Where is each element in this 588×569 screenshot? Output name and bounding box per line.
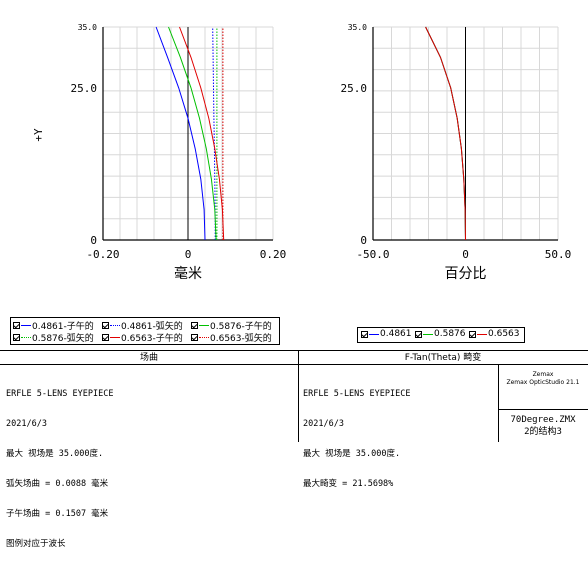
info-line: 2021/6/3 xyxy=(6,419,47,429)
info-panel: 场曲 F-Tan(Theta) 畸变 ERFLE 5-LENS EYEPIECE… xyxy=(0,350,588,549)
checkbox-icon xyxy=(13,322,20,329)
distortion-panel-title: F-Tan(Theta) 畸变 xyxy=(298,351,588,365)
legend-label: 0.5876-弧矢的 xyxy=(32,334,94,344)
legend-item: 0.6563 xyxy=(469,329,520,339)
checkbox-icon xyxy=(13,334,20,341)
legend-swatch xyxy=(477,333,487,335)
info-line: 弧矢场曲 = 0.0088 毫米 xyxy=(6,479,109,489)
x-tick-label: 50.0 xyxy=(545,248,572,261)
legend-swatch xyxy=(199,337,209,338)
series-line xyxy=(179,26,225,241)
info-line: ERFLE 5-LENS EYEPIECE xyxy=(303,389,411,399)
checkbox-icon xyxy=(102,334,109,341)
legend-label: 0.5876-子午的 xyxy=(210,322,272,332)
series-line xyxy=(168,26,217,241)
y-tick-label: 0 xyxy=(90,234,97,247)
x-tick-label: -50.0 xyxy=(356,248,389,261)
legend-label: 0.5876 xyxy=(434,329,466,339)
x-axis-label: 毫米 xyxy=(174,265,202,282)
info-line: 子午场曲 = 0.1507 毫米 xyxy=(6,509,109,519)
legend-item: 0.5876 xyxy=(415,329,466,339)
x-tick-label: 0.20 xyxy=(260,248,287,261)
checkbox-icon xyxy=(191,334,198,341)
legend-item: 0.6563-弧矢的 xyxy=(191,331,272,344)
y-axis-label: +Y xyxy=(32,128,45,142)
file-name: 70Degree.ZMX xyxy=(510,415,576,425)
legend-swatch xyxy=(199,325,209,326)
info-line: 2021/6/3 xyxy=(303,419,344,429)
legend-label: 0.4861-弧矢的 xyxy=(121,322,183,332)
legend-item: 0.5876-子午的 xyxy=(191,319,272,332)
legend-swatch xyxy=(423,333,433,335)
y-tick-label: 35.0 xyxy=(348,23,367,32)
info-line: 图例对应于波长 xyxy=(6,539,66,549)
legend-swatch xyxy=(21,337,31,338)
brand-name: Zemax xyxy=(532,371,554,378)
legend-swatch xyxy=(110,325,120,326)
info-line: 最大 视场是 35.000度. xyxy=(303,449,401,459)
legend-label: 0.6563-子午的 xyxy=(121,334,183,344)
legend-item: 0.4861 xyxy=(361,329,412,339)
y-tick-label: 25.0 xyxy=(71,82,98,95)
x-axis-label: 百分比 xyxy=(445,266,487,282)
info-line: 最大 视场是 35.000度. xyxy=(6,449,104,459)
legend-label: 0.4861-子午的 xyxy=(32,322,94,332)
legend-item: 0.6563-子午的 xyxy=(102,331,183,344)
legend-swatch xyxy=(110,337,120,338)
legend-swatch xyxy=(369,333,379,335)
distortion-info: ERFLE 5-LENS EYEPIECE 2021/6/3 最大 视场是 35… xyxy=(303,369,410,509)
series-line xyxy=(425,26,466,241)
legend-field-curvature: 0.4861-子午的 0.4861-弧矢的 0.5876-子午的 0.5876-弧矢的… xyxy=(10,317,280,345)
legend-swatch xyxy=(21,325,31,326)
y-tick-label: 35.0 xyxy=(78,23,97,32)
field-curvature-panel-title: 场曲 xyxy=(0,351,298,365)
series-line xyxy=(155,26,206,241)
legend-item: 0.4861-弧矢的 xyxy=(102,319,183,332)
checkbox-icon xyxy=(361,330,368,338)
legend-item: 0.4861-子午的 xyxy=(13,319,94,332)
legend-distortion: 0.4861 0.5876 0.6563 xyxy=(357,327,525,343)
brand-version: Zemax OpticStudio 21.1 xyxy=(506,379,580,386)
configuration-label: 2的结构3 xyxy=(524,427,562,437)
legend-label: 0.4861 xyxy=(380,329,412,339)
info-line: ERFLE 5-LENS EYEPIECE xyxy=(6,389,114,399)
series-line xyxy=(212,26,216,240)
x-tick-label: 0 xyxy=(185,248,192,261)
info-line: 最大畸变 = 21.5698% xyxy=(303,479,394,489)
legend-item: 0.5876-弧矢的 xyxy=(13,331,94,344)
x-tick-label: -0.20 xyxy=(86,248,119,261)
legend-label: 0.6563-弧矢的 xyxy=(210,334,272,344)
y-tick-label: 0 xyxy=(360,234,367,247)
field-curvature-info: ERFLE 5-LENS EYEPIECE 2021/6/3 最大 视场是 35… xyxy=(6,369,113,569)
checkbox-icon xyxy=(469,330,476,338)
checkbox-icon xyxy=(102,322,109,329)
checkbox-icon xyxy=(191,322,198,329)
x-tick-label: 0 xyxy=(462,248,469,261)
legend-label: 0.6563 xyxy=(488,329,520,339)
y-tick-label: 25.0 xyxy=(341,82,368,95)
checkbox-icon xyxy=(415,330,422,338)
